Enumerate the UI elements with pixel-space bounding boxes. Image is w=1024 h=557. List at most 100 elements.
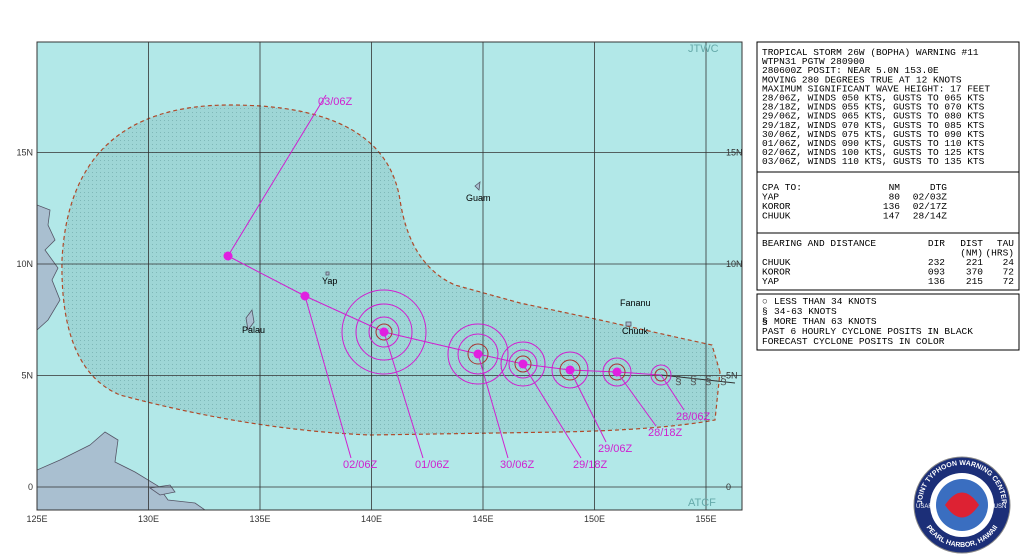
legend-item: 34-63 KNOTS	[774, 306, 837, 317]
map-border	[36, 41, 743, 511]
table-cell: 370	[966, 267, 983, 278]
label-leader	[227, 94, 327, 257]
label-leader	[477, 353, 509, 459]
forecast-label: 29/18Z	[573, 459, 608, 471]
table-cell: KOROR	[762, 267, 791, 278]
forecast-posit	[565, 365, 575, 375]
table-subheader: (NM)	[960, 248, 983, 259]
label-leader	[383, 331, 424, 459]
table-cell: KOROR	[762, 201, 791, 212]
warning-line: MOVING 280 DEGREES TRUE AT 12 KNOTS	[762, 74, 962, 85]
forecast-label: 28/06Z	[676, 411, 711, 423]
warning-line: 29/06Z, WINDS 065 KTS, GUSTS TO 080 KTS	[762, 111, 985, 122]
forecast-label: 02/06Z	[343, 459, 378, 471]
lon-label: 150E	[584, 514, 605, 524]
table-cell: 80	[889, 192, 901, 203]
wind-radius	[375, 323, 393, 341]
legend-symbol: §	[762, 306, 768, 317]
lat-label: 15N	[726, 148, 743, 158]
forecast-posit	[612, 367, 622, 377]
wind-radius	[368, 316, 400, 348]
danger-area	[61, 104, 721, 436]
forecast-posit	[223, 251, 233, 261]
warning-line: TROPICAL STORM 26W (BOPHA) WARNING #11	[762, 47, 979, 58]
warning-line: 28/06Z, WINDS 050 KTS, GUSTS TO 065 KTS	[762, 93, 985, 104]
logo-left: USAF	[916, 504, 932, 510]
warning-line: 28/18Z, WINDS 055 KTS, GUSTS TO 070 KTS	[762, 102, 985, 113]
forecast-posit	[300, 291, 310, 301]
forecast-posit	[473, 349, 483, 359]
wind-radius	[650, 364, 672, 386]
table-cell: CHUUK	[762, 211, 791, 222]
legend-item: MORE THAN 63 KNOTS	[774, 316, 877, 327]
label-leader	[304, 295, 352, 459]
past-posit: §	[690, 373, 697, 387]
warning-line: 29/18Z, WINDS 070 KTS, GUSTS TO 085 KTS	[762, 120, 985, 131]
label-leader	[616, 371, 657, 427]
wind-radius	[654, 368, 668, 382]
label-leader	[522, 363, 582, 459]
lat-label: 15N	[16, 148, 33, 158]
lon-label: 130E	[138, 514, 159, 524]
table-cell: YAP	[762, 276, 779, 287]
forecast-label: 29/06Z	[598, 443, 633, 455]
forecast-posit	[518, 359, 528, 369]
place-label: Fananu	[620, 298, 651, 308]
warning-line: 02/06Z, WINDS 100 KTS, GUSTS TO 125 KTS	[762, 147, 985, 158]
logo-storm	[945, 492, 979, 518]
table-cell: 72	[1003, 267, 1015, 278]
map: § § § §	[37, 42, 742, 510]
table-cell: 72	[1003, 276, 1015, 287]
table-cell: 232	[928, 257, 945, 268]
label-leader	[660, 374, 685, 411]
lat-label: 0	[726, 482, 731, 492]
lat-label: 5N	[21, 371, 33, 381]
label-leader	[569, 369, 607, 443]
wind-radius	[457, 333, 499, 375]
wind-radius	[514, 355, 532, 373]
table-header: TAU	[997, 238, 1014, 249]
land	[37, 181, 632, 510]
past-posit: §	[705, 373, 712, 387]
agency: JTWC	[688, 43, 719, 55]
wind-radius	[508, 349, 538, 379]
table-cell: 02/17Z	[913, 201, 948, 212]
table-header: DTG	[930, 182, 947, 193]
lat-label: 10N	[16, 259, 33, 269]
warning-line: MAXIMUM SIGNIFICANT WAVE HEIGHT: 17 FEET	[762, 83, 990, 94]
place-label: Guam	[466, 193, 491, 203]
wind-radius	[447, 323, 509, 385]
wind-radius	[608, 363, 626, 381]
legend-symbol: §	[762, 316, 768, 327]
table-cell: 24	[1003, 257, 1015, 268]
table-cell: 28/14Z	[913, 211, 948, 222]
table-cell: 136	[883, 201, 900, 212]
agency: ATCF	[688, 497, 716, 509]
lon-label: 140E	[361, 514, 382, 524]
logo: JOINT TYPHOON WARNING CENTER PEARL HARBO…	[913, 456, 1011, 554]
warning-line: 280600Z POSIT: NEAR 5.0N 153.0E	[762, 65, 939, 76]
warning-line: 03/06Z, WINDS 110 KTS, GUSTS TO 135 KTS	[762, 156, 985, 167]
wind-radius	[467, 343, 489, 365]
table-cell: 215	[966, 276, 983, 287]
wind-radius	[559, 359, 581, 381]
place-label: Yap	[322, 276, 337, 286]
lat-label: 0	[28, 482, 33, 492]
track: § § § §	[223, 94, 736, 459]
logo-right: USN	[994, 504, 1007, 510]
lat-label: 5N	[726, 371, 738, 381]
wind-radius	[500, 341, 546, 387]
past-posit: §	[675, 373, 682, 387]
wind-radius	[355, 303, 413, 361]
forecast-label: 01/06Z	[415, 459, 450, 471]
place-label: Chuuk	[622, 326, 649, 336]
forecast-label: 28/18Z	[648, 427, 683, 439]
forecast-posit	[379, 327, 389, 337]
past-track	[660, 374, 736, 384]
lon-label: 145E	[472, 514, 493, 524]
table-header: BEARING AND DISTANCE	[762, 238, 876, 249]
lat-label: 10N	[726, 259, 743, 269]
table-cell: CHUUK	[762, 257, 791, 268]
table-cell: 221	[966, 257, 983, 268]
table-cell: 02/03Z	[913, 192, 948, 203]
